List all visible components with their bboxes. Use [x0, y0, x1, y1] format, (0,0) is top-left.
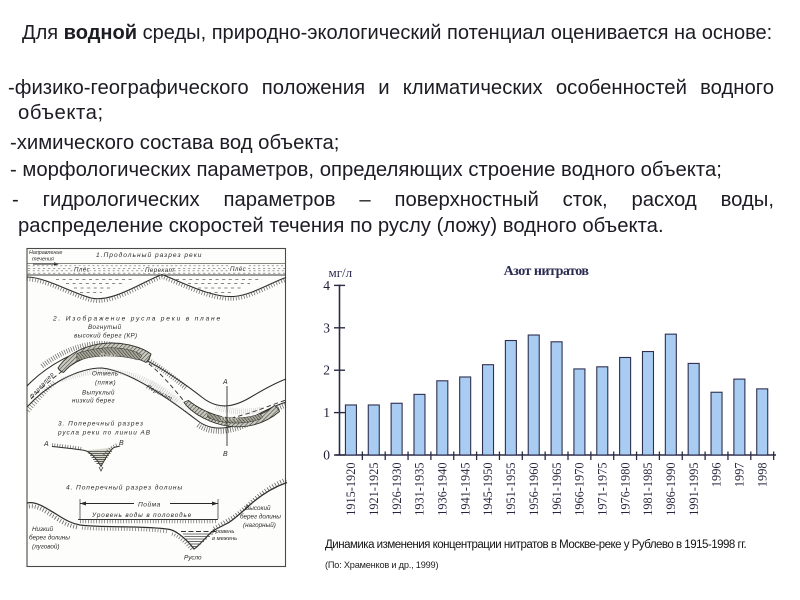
svg-text:Уровень воды в половодье: Уровень воды в половодье	[91, 511, 192, 519]
svg-text:0: 0	[323, 448, 330, 463]
svg-text:2: 2	[323, 363, 330, 378]
svg-text:Плёс: Плёс	[221, 417, 239, 423]
svg-text:Азот нитратов: Азот нитратов	[503, 264, 589, 279]
svg-text:Пойма: Пойма	[138, 501, 161, 509]
svg-text:Направление: Направление	[29, 250, 62, 256]
svg-text:Плёс: Плёс	[100, 354, 118, 360]
svg-text:мг/л: мг/л	[328, 265, 352, 280]
svg-text:Уровень: Уровень	[211, 529, 234, 535]
svg-text:1971-1975: 1971-1975	[595, 463, 609, 516]
svg-text:1956-1960: 1956-1960	[526, 463, 540, 516]
svg-text:берег долины: берег долины	[29, 534, 70, 542]
svg-text:берег долины: берег долины	[240, 513, 281, 521]
svg-text:Выпуклый: Выпуклый	[82, 390, 115, 397]
svg-text:1951-1955: 1951-1955	[504, 463, 518, 516]
svg-text:1996: 1996	[709, 463, 723, 488]
svg-text:(нагорный): (нагорный)	[243, 521, 276, 529]
svg-text:течения: течения	[32, 257, 54, 263]
svg-text:1921-1925: 1921-1925	[366, 463, 380, 516]
svg-text:Русло: Русло	[184, 555, 202, 562]
svg-text:1931-1935: 1931-1935	[412, 463, 426, 516]
svg-text:1945-1950: 1945-1950	[481, 463, 495, 516]
svg-text:1997: 1997	[732, 463, 746, 488]
svg-text:4. Поперечный разрез долины: 4. Поперечный разрез долины	[66, 484, 183, 492]
svg-text:3. Поперечный разрез: 3. Поперечный разрез	[58, 420, 144, 428]
svg-text:В: В	[119, 440, 124, 447]
svg-text:А: А	[43, 441, 49, 448]
svg-text:3: 3	[323, 320, 330, 335]
svg-text:(пляж): (пляж)	[95, 380, 116, 387]
svg-text:Высокий: Высокий	[245, 504, 271, 512]
svg-text:в межень: в межень	[212, 536, 237, 542]
svg-text:Низкий: Низкий	[32, 525, 53, 533]
svg-text:(луговой): (луговой)	[32, 543, 60, 551]
svg-text:1941-1945: 1941-1945	[458, 463, 472, 516]
svg-text:1991-1995: 1991-1995	[686, 463, 700, 516]
svg-text:низкий берег: низкий берег	[72, 398, 115, 405]
svg-text:1915-1920: 1915-1920	[344, 463, 358, 516]
svg-text:1966-1970: 1966-1970	[572, 463, 586, 516]
svg-text:1998: 1998	[755, 463, 769, 488]
svg-text:1926-1930: 1926-1930	[389, 463, 403, 516]
svg-text:1961-1965: 1961-1965	[549, 463, 563, 516]
svg-text:Перекат: Перекат	[145, 267, 174, 274]
svg-text:2. Изображение русла реки в пл: 2. Изображение русла реки в плане	[52, 315, 222, 323]
svg-text:Плёс: Плёс	[230, 266, 247, 273]
svg-text:1986-1990: 1986-1990	[664, 463, 678, 516]
svg-text:Плёс: Плёс	[74, 267, 91, 274]
svg-text:А: А	[222, 379, 228, 386]
svg-text:русла реки по линии АВ: русла реки по линии АВ	[57, 430, 151, 437]
svg-text:В: В	[223, 451, 228, 458]
svg-text:1981-1985: 1981-1985	[641, 463, 655, 516]
svg-text:1976-1980: 1976-1980	[618, 463, 632, 516]
svg-text:4: 4	[323, 278, 330, 293]
svg-text:1: 1	[323, 405, 330, 420]
svg-text:1.Продольный разрез реки: 1.Продольный разрез реки	[96, 251, 202, 259]
svg-text:Вогнутый: Вогнутый	[88, 324, 122, 331]
svg-text:Отмель: Отмель	[92, 371, 119, 378]
svg-text:1936-1940: 1936-1940	[435, 463, 449, 516]
svg-text:высокий берег (КР): высокий берег (КР)	[74, 333, 138, 340]
